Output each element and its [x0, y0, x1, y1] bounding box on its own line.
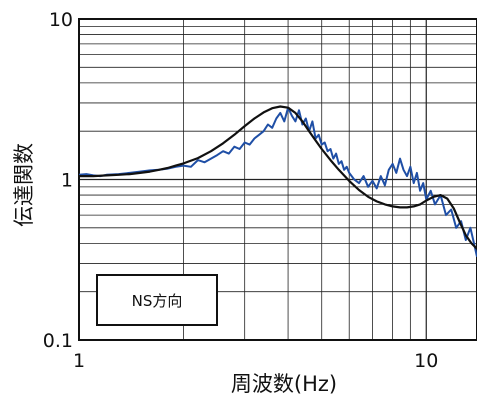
- x-tick-label: 1: [73, 350, 85, 372]
- series-layer: [78, 105, 477, 258]
- y-tick-label: 10: [49, 9, 73, 31]
- grid-lines: [78, 19, 477, 340]
- y-tick-label: 1: [61, 170, 73, 192]
- plot-frame: [78, 18, 477, 341]
- legend-label: NS方向: [132, 292, 183, 310]
- legend-box: [96, 274, 218, 326]
- measured-series-line: [78, 106, 477, 258]
- y-axis-label: 伝達関数: [12, 143, 36, 227]
- x-axis-label: 周波数(Hz): [231, 372, 337, 396]
- y-tick-label: 0.1: [43, 330, 73, 352]
- x-tick-label: 10: [414, 350, 438, 372]
- legend: NS方向: [96, 274, 218, 326]
- fitted-series-line: [79, 105, 477, 250]
